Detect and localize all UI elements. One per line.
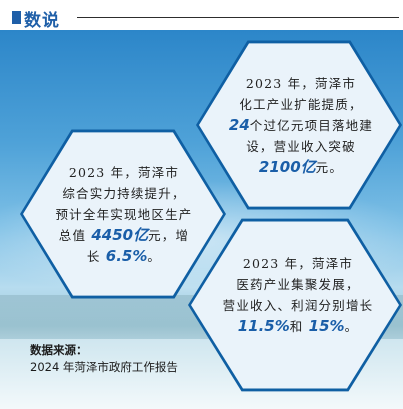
hex-line: 2023 年，菏泽市: [68, 165, 180, 180]
hex-line: 11.5%和 15%。: [208, 316, 388, 337]
hex-line: 综合实力持续提升，: [62, 186, 186, 201]
hex-line-text: 和: [289, 319, 309, 334]
hex-line: 医药产业集聚发展，: [236, 277, 360, 292]
highlight-number: 24: [228, 116, 250, 134]
hex-line-text: 长: [86, 249, 106, 264]
hexagon-chemical-industry: 2023 年，菏泽市 化工产业扩能提质， 24个过亿元项目落地建 设，营业收入突…: [196, 37, 402, 213]
hex-line: 化工产业扩能提质，: [239, 97, 363, 112]
hex-line-text: 个过亿元项目落地建: [249, 118, 374, 133]
hex-line-text: 元。: [315, 160, 344, 175]
hex-line: 24个过亿元项目落地建: [214, 115, 388, 136]
hex-line-text: 。: [147, 249, 162, 264]
hexagon-text: 2023 年，菏泽市 医药产业集聚发展， 营业收入、利润分别增长 11.5%和 …: [208, 253, 388, 337]
hex-line: 2023 年，菏泽市: [245, 76, 357, 91]
hexagon-text: 2023 年，菏泽市 综合实力持续提升， 预计全年实现地区生产 总值 4450亿…: [38, 162, 210, 267]
hexagon-overall-strength: 2023 年，菏泽市 综合实力持续提升， 预计全年实现地区生产 总值 4450亿…: [20, 126, 226, 302]
highlight-number: 15%: [308, 317, 345, 335]
hexagon-fill: [23, 132, 223, 296]
hexagon-pharma-industry: 2023 年，菏泽市 医药产业集聚发展， 营业收入、利润分别增长 11.5%和 …: [188, 215, 402, 395]
hex-line: 总值 4450亿元，增: [38, 225, 210, 246]
hex-line: 2100亿元。: [214, 157, 388, 178]
highlight-number: 4450亿: [91, 226, 149, 244]
hex-line: 2023 年，菏泽市: [242, 256, 354, 271]
section-header: 数说: [0, 0, 403, 31]
hex-line: 设，营业收入突破: [246, 139, 356, 154]
header-divider: [77, 17, 399, 18]
highlight-number: 6.5%: [105, 247, 148, 265]
source-label: 数据来源：: [30, 343, 88, 357]
hex-line: 预计全年实现地区生产: [55, 207, 193, 222]
hex-line: 长 6.5%。: [38, 246, 210, 267]
section-title: 数说: [24, 11, 60, 31]
header-square-marker: [12, 11, 21, 24]
hex-line-text: 总值: [58, 228, 92, 243]
hexagon-text: 2023 年，菏泽市 化工产业扩能提质， 24个过亿元项目落地建 设，营业收入突…: [214, 73, 388, 178]
highlight-number: 2100亿: [258, 158, 316, 176]
data-source: 数据来源： 2024 年菏泽市政府工作报告: [30, 342, 178, 376]
hex-line-text: 元，增: [148, 228, 190, 243]
source-text: 2024 年菏泽市政府工作报告: [30, 360, 178, 374]
highlight-number: 11.5%: [237, 317, 290, 335]
hex-line-text: 。: [344, 319, 359, 334]
hex-line: 营业收入、利润分别增长: [222, 298, 374, 313]
